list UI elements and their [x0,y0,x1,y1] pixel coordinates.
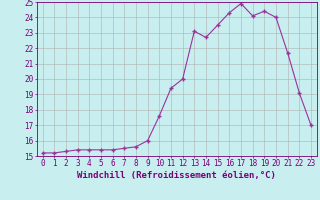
X-axis label: Windchill (Refroidissement éolien,°C): Windchill (Refroidissement éolien,°C) [77,171,276,180]
